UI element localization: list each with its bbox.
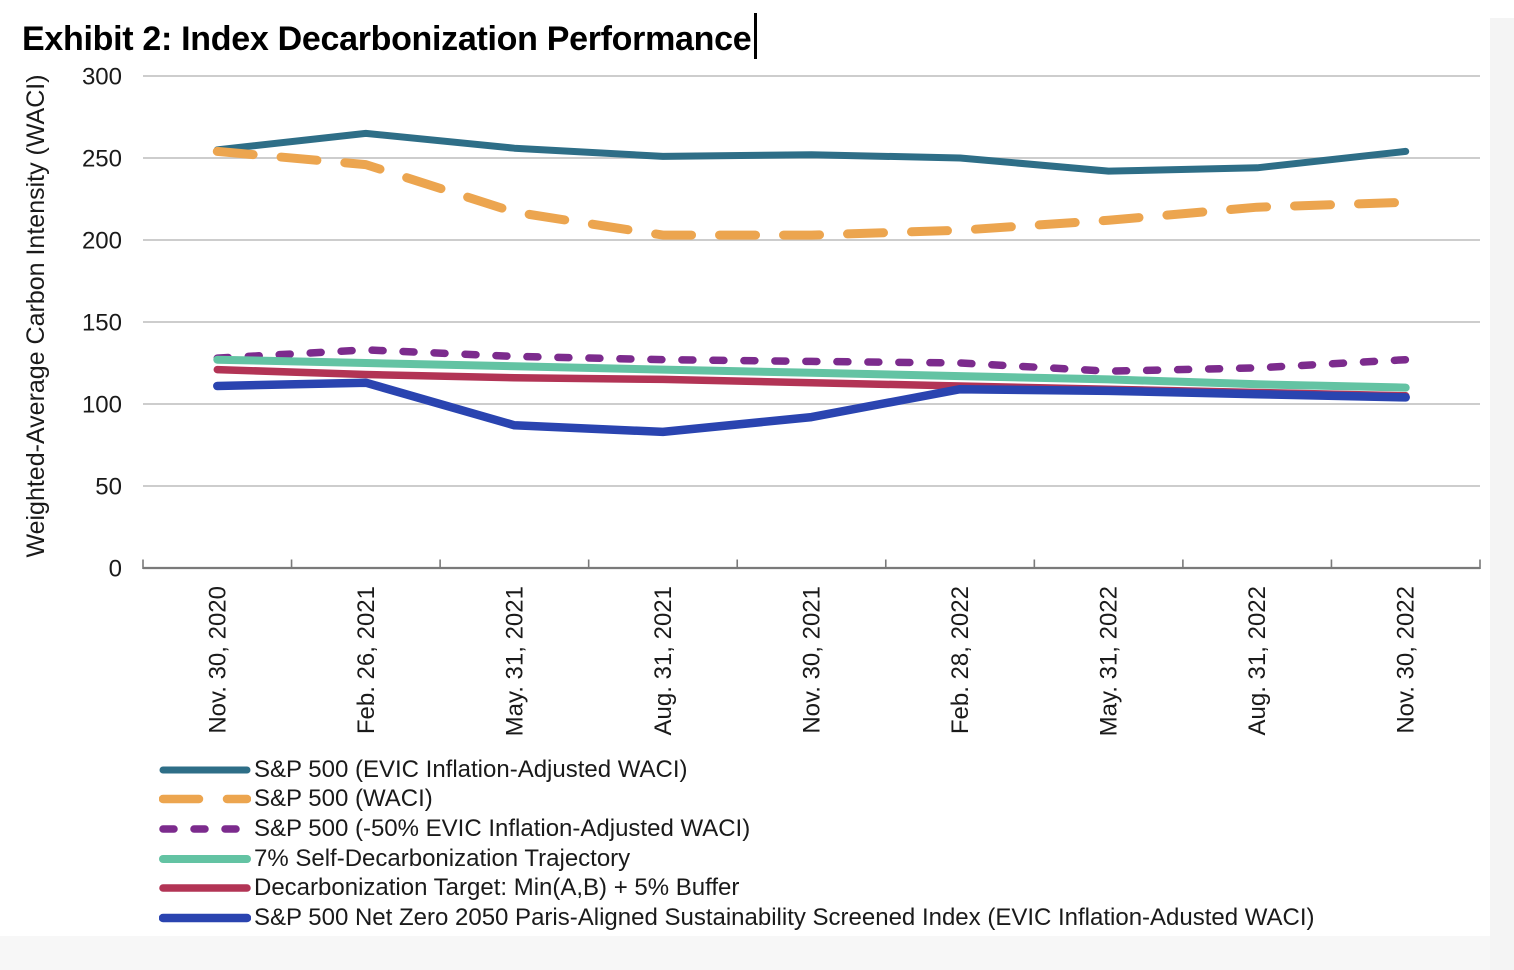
y-tick-label: 50	[95, 474, 122, 501]
legend-label: 7% Self-Decarbonization Trajectory	[254, 844, 631, 872]
x-tick-label: Nov. 30, 2021	[799, 586, 826, 734]
gridlines	[143, 75, 1480, 570]
chart-legend: S&P 500 (EVIC Inflation-Adjusted WACI) S&…	[159, 755, 1315, 933]
text-cursor	[754, 13, 757, 59]
legend-line-swatch	[159, 854, 251, 863]
legend-label: S&P 500 Net Zero 2050 Paris-Aligned Sust…	[254, 903, 1315, 931]
legend-label: S&P 500 (WACI)	[254, 785, 433, 813]
legend-item-7-self-decarbonization-trajectory: 7% Self-Decarbonization Trajectory	[159, 844, 1315, 874]
y-axis-tick-labels: 0 50 100 150 200 250 300	[82, 64, 122, 583]
y-tick-label: 150	[82, 310, 122, 337]
legend-line-swatch	[159, 795, 251, 804]
legend-item-s-p-500-net-zero-2050-paris-aligned-sust: S&P 500 Net Zero 2050 Paris-Aligned Sust…	[159, 903, 1315, 933]
legend-line-swatch	[159, 913, 251, 923]
x-tick-label: Feb. 28, 2022	[947, 586, 974, 734]
series-line-s-p-500-waci	[212, 146, 1411, 240]
x-tick-label: Nov. 30, 2020	[204, 586, 231, 734]
x-tick-label: Aug. 31, 2021	[650, 586, 677, 735]
legend-label: Decarbonization Target: Min(A,B) + 5% Bu…	[254, 874, 740, 902]
x-tick-label: Aug. 31, 2022	[1244, 586, 1271, 735]
legend-item-s-p-500-50-evic-inflation-adjusted-waci: S&P 500 (-50% EVIC Inflation-Adjusted WA…	[159, 814, 1315, 844]
legend-line-swatch	[159, 766, 251, 774]
series-line-s-p-500-net-zero-2050-paris-aligned-sust	[213, 378, 1410, 437]
x-axis-tick-labels: Nov. 30, 2020 Feb. 26, 2021 May. 31, 2021 A…	[204, 586, 1419, 736]
legend-item-s-p-500-evic-inflation-adjusted-waci: S&P 500 (EVIC Inflation-Adjusted WACI)	[159, 755, 1315, 785]
y-tick-label: 300	[82, 64, 122, 91]
x-tick-label: May. 31, 2022	[1096, 586, 1123, 736]
legend-label: S&P 500 (EVIC Inflation-Adjusted WACI)	[254, 755, 688, 783]
page-edge-right	[1490, 18, 1514, 970]
legend-line-swatch	[159, 825, 251, 833]
x-tick-label: Nov. 30, 2022	[1393, 586, 1420, 734]
y-tick-label: 100	[82, 392, 122, 419]
x-axis-ticks	[142, 559, 1481, 569]
legend-line-swatch	[159, 884, 251, 892]
series-line-7-self-decarbonization-trajectory	[213, 355, 1410, 392]
y-tick-label: 200	[82, 228, 122, 255]
legend-item-s-p-500-waci: S&P 500 (WACI)	[159, 785, 1315, 815]
y-axis-title: Weighted-Average Carbon Intensity (WACI)	[22, 74, 50, 557]
series-line-s-p-500-evic-inflation-adjusted-waci	[213, 129, 1410, 175]
y-tick-label: 250	[82, 146, 122, 173]
title-row: Exhibit 2: Index Decarbonization Perform…	[22, 13, 757, 59]
legend-label: S&P 500 (-50% EVIC Inflation-Adjusted WA…	[254, 814, 751, 842]
x-tick-label: Feb. 26, 2021	[353, 586, 380, 734]
y-tick-label: 0	[109, 556, 122, 583]
data-series	[212, 129, 1411, 437]
chart-title: Exhibit 2: Index Decarbonization Perform…	[22, 20, 752, 58]
legend-item-decarbonization-target-min-a-b-5-buffer: Decarbonization Target: Min(A,B) + 5% Bu…	[159, 873, 1315, 903]
page-edge-bottom	[0, 936, 1490, 970]
series-line-s-p-500-50-evic-inflation-adjusted-waci	[213, 346, 1410, 375]
x-tick-label: May. 31, 2021	[501, 586, 528, 736]
